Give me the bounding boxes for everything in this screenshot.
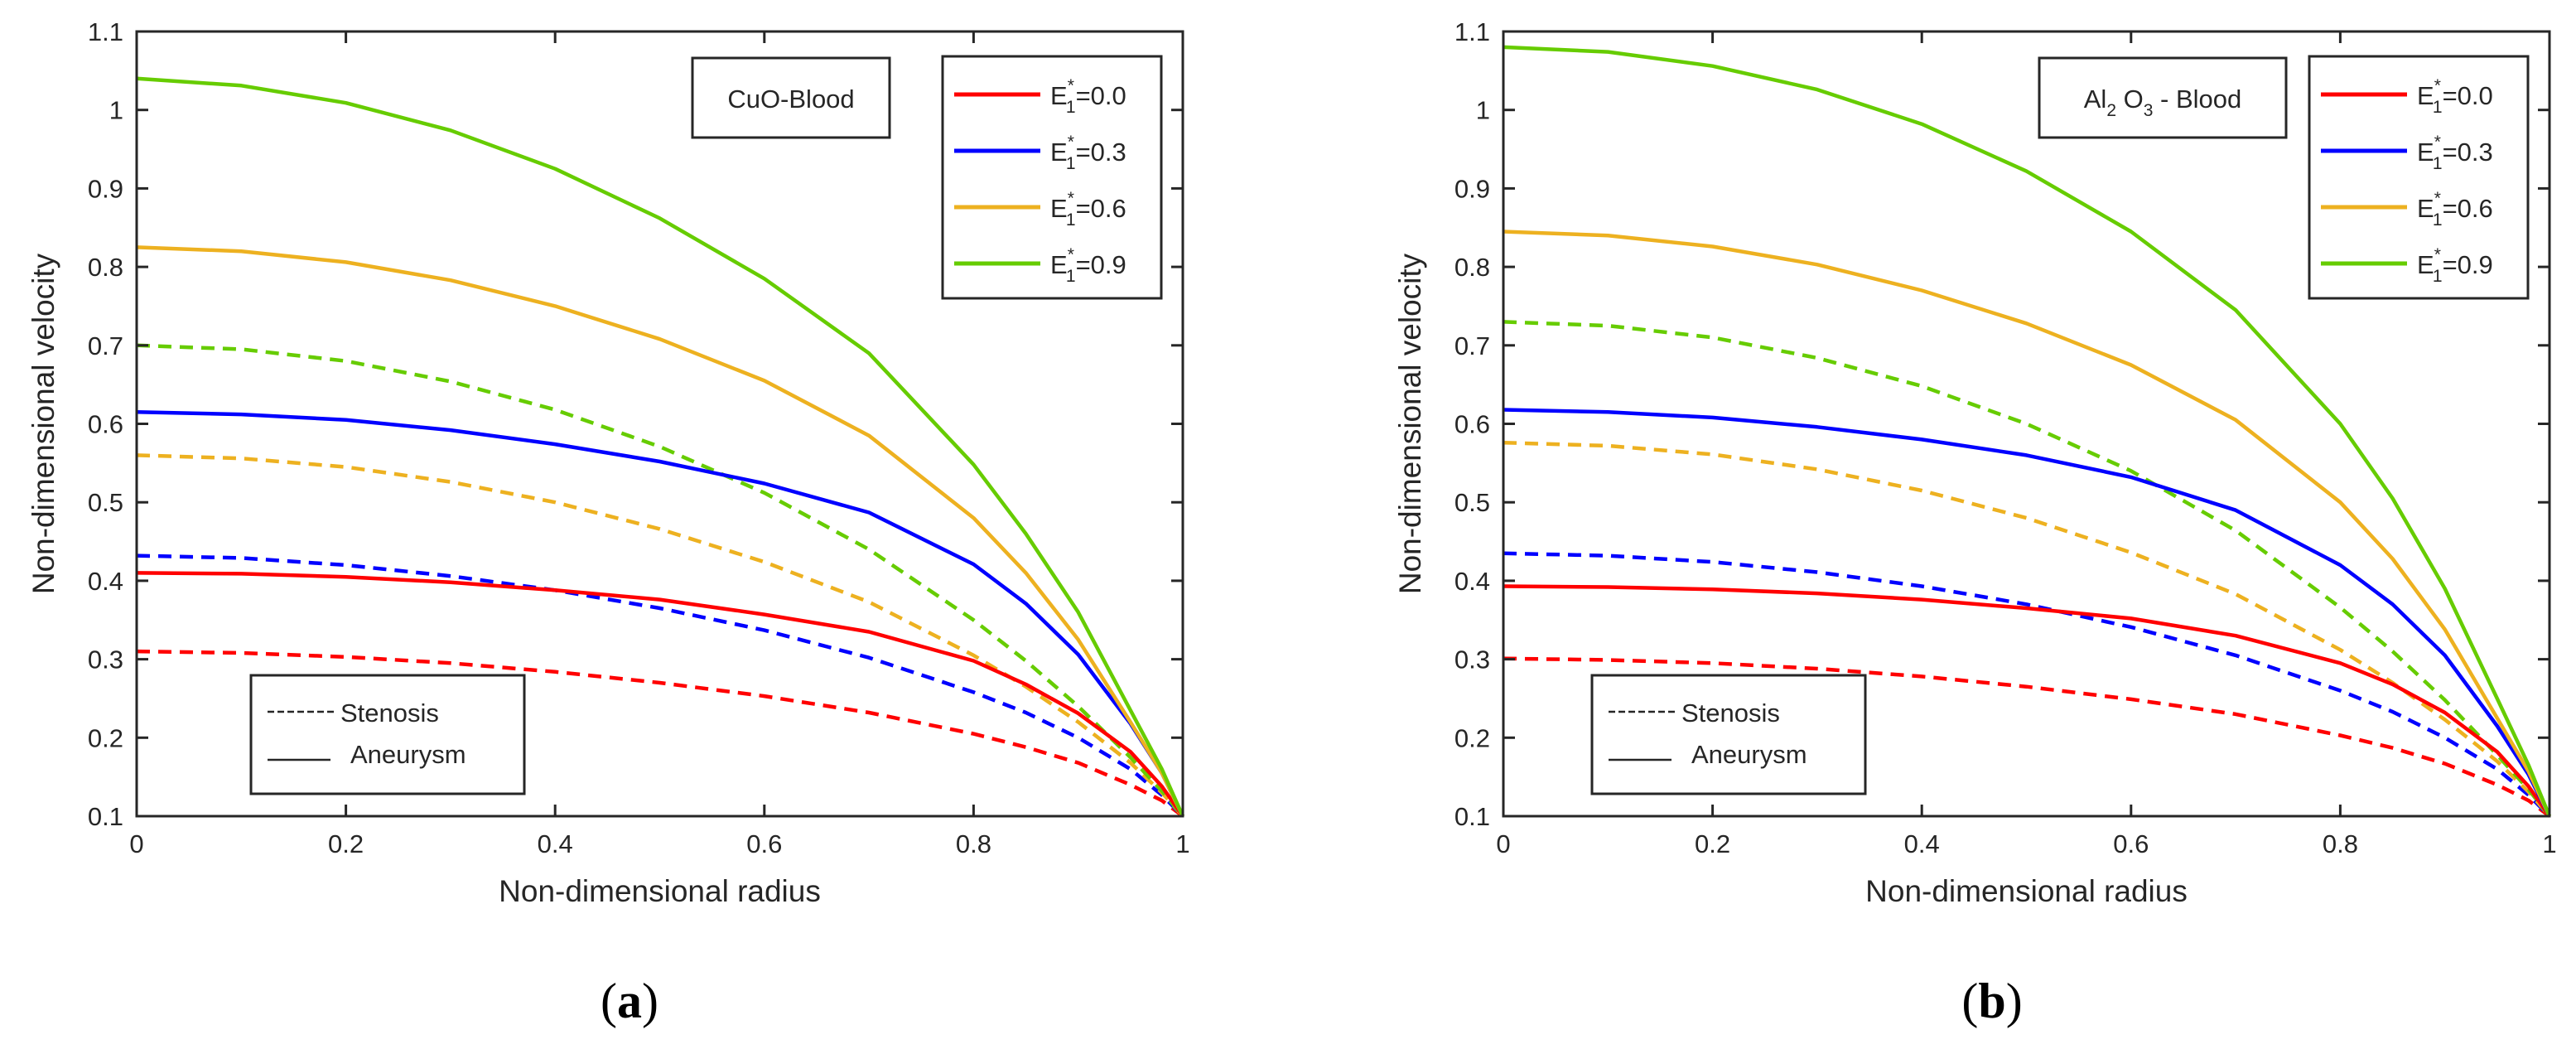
chart-b-series-line (1503, 584, 2551, 818)
chart-b-annotation-box (2038, 56, 2288, 139)
chart-b-legend-label: E* 1=0.6 (2417, 189, 2493, 230)
chart-a-style-legend-label: Aneurysm (350, 740, 466, 769)
chart-a-y-tick-label: 0.3 (88, 645, 123, 674)
chart-b-series-line (1503, 230, 2552, 817)
chart-a-x-tick-label: 0.2 (328, 829, 364, 858)
chart-a-x-tick-label: 0.8 (956, 829, 991, 858)
chart-a-y-axis-label: Non-dimensional velocity (27, 253, 60, 594)
chart-a-style-legend-box (249, 674, 526, 795)
chart-b-y-tick-label: 0.3 (1454, 645, 1490, 674)
chart-a-y-tick-label: 1 (109, 96, 123, 125)
chart-a-annotation-box (691, 56, 891, 139)
chart-a-legend-box (941, 55, 1163, 300)
chart-b-y-axis-label: Non-dimensional velocity (1393, 253, 1427, 594)
chart-b-y-tick-label: 0.6 (1454, 410, 1490, 439)
chart-a-panel-label: (a) (601, 974, 658, 1028)
chart-a-series-line (136, 245, 1185, 817)
chart-b-y-tick-label: 0.9 (1454, 174, 1490, 203)
chart-b-y-tick-label: 1 (1476, 96, 1490, 125)
chart-b-y-tick-label: 0.5 (1454, 488, 1490, 517)
chart-a-x-tick-label: 0.4 (538, 829, 573, 858)
chart-a-x-tick-label: 1 (1175, 829, 1189, 858)
chart-a-legend-label: E* 1=0.9 (1050, 245, 1126, 286)
chart-a-legend-label: E* 1=0.6 (1050, 189, 1126, 230)
chart-b-series-line (1503, 440, 2551, 818)
chart-a-series-line (136, 571, 1184, 818)
chart-b-y-tick-label: 0.8 (1454, 253, 1490, 282)
chart-b-y-tick-label: 0.1 (1454, 802, 1490, 831)
chart-b-style-legend-box (1590, 674, 1867, 795)
chart-b-x-tick-label: 0.6 (2113, 829, 2149, 858)
chart-b-y-tick-label: 0.2 (1454, 723, 1490, 752)
chart-b-y-tick-label: 0.7 (1454, 331, 1490, 360)
chart-a-y-tick-label: 0.4 (88, 567, 123, 596)
chart-b-legend-box (2308, 55, 2530, 300)
chart-a-annotation: CuO-Blood (727, 85, 854, 114)
chart-b-series-line (1503, 656, 2551, 818)
chart-a-series-line (136, 649, 1184, 818)
chart-a-y-tick-label: 0.6 (88, 410, 123, 439)
chart-b-y-tick-label: 1.1 (1454, 17, 1490, 46)
chart-b-series-line (1503, 408, 2552, 818)
chart-a-series-line (136, 76, 1185, 817)
chart-a-series-line (136, 554, 1184, 818)
chart-a-legend-label: E* 1=0.3 (1050, 133, 1126, 173)
chart-a-x-tick-label: 0.6 (746, 829, 782, 858)
chart-a-y-tick-label: 0.2 (88, 723, 123, 752)
chart-a-legend-label: E* 1=0.0 (1050, 76, 1126, 117)
chart-b-x-tick-label: 0.8 (2323, 829, 2358, 858)
chart-b-style-legend-label: Aneurysm (1691, 740, 1807, 769)
chart-a-x-tick-label: 0 (129, 829, 143, 858)
chart-a-style-legend-label: Stenosis (340, 699, 439, 728)
chart-a-y-tick-label: 0.9 (88, 174, 123, 203)
chart-a-y-tick-label: 0.1 (88, 802, 123, 831)
chart-b-x-tick-label: 0 (1496, 829, 1510, 858)
chart-b-annotation: Al2 O3 - Blood (2084, 85, 2242, 120)
chart-b-x-axis-label: Non-dimensional radius (1865, 874, 2188, 908)
chart-a-y-tick-label: 1.1 (88, 17, 123, 46)
chart-b-legend-label: E* 1=0.9 (2417, 245, 2493, 286)
chart-a-y-tick-label: 0.5 (88, 488, 123, 517)
chart-a-y-tick-label: 0.8 (88, 253, 123, 282)
chart-a-x-axis-label: Non-dimensional radius (499, 874, 821, 908)
chart-b-x-tick-label: 0.4 (1904, 829, 1940, 858)
chart-a-series-line (136, 343, 1184, 818)
chart-a-y-tick-label: 0.7 (88, 331, 123, 360)
chart-b-x-tick-label: 0.2 (1695, 829, 1730, 858)
chart-b-y-tick-label: 0.4 (1454, 567, 1490, 596)
chart-b-panel-label: (b) (1961, 974, 2022, 1028)
panel-a: 0 0.2 0.4 0.6 0.8 1 0.1 0.2 0.3 0.4 0.5 0.6 0.7 0.8 0.… (27, 17, 1190, 1028)
panel-b: 0 0.2 0.4 0.6 0.8 1 0.1 0.2 0.3 0.4 0.5 0.6 0.7 0.8 0.… (1393, 17, 2557, 1028)
chart-a-series-line (136, 410, 1185, 817)
chart-a-series-line (136, 453, 1184, 818)
chart-b-legend-label: E* 1=0.3 (2417, 133, 2493, 173)
chart-b-series-line (1503, 45, 2552, 817)
chart-b-series-line (1503, 551, 2551, 818)
chart-b-style-legend-label: Stenosis (1681, 699, 1780, 728)
chart-b-x-tick-label: 1 (2542, 829, 2556, 858)
chart-b-legend-label: E* 1=0.0 (2417, 76, 2493, 117)
